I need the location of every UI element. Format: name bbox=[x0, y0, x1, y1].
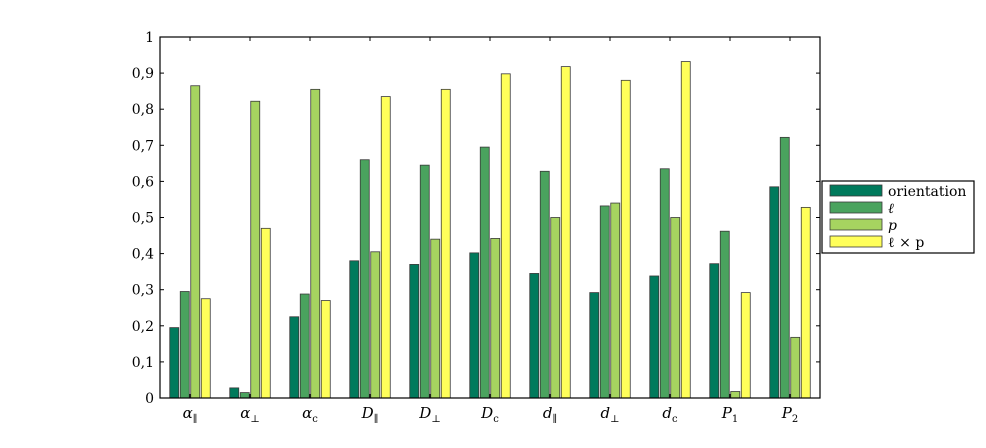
bar--10 bbox=[779, 136, 790, 399]
y-tick-label: 0,7 bbox=[132, 138, 154, 154]
bar-orientation-3 bbox=[349, 260, 360, 399]
x-ticks-group: α∥ α⊥ αc D∥ D⊥ Dc d∥ d⊥ dc P1 P2 bbox=[183, 37, 798, 425]
bar-p-5 bbox=[490, 238, 501, 399]
bar-orientation-6 bbox=[529, 273, 540, 399]
x-tick-label: Dc bbox=[480, 404, 499, 425]
bar-p-7 bbox=[610, 202, 621, 399]
bar--1 bbox=[239, 392, 250, 399]
bar-orientation-7 bbox=[589, 292, 600, 399]
bar-p-6 bbox=[560, 66, 571, 399]
y-tick-label: 0,2 bbox=[132, 319, 154, 335]
x-tick-label: P2 bbox=[781, 404, 798, 425]
bar-orientation-9 bbox=[709, 263, 720, 399]
x-tick-label: P1 bbox=[721, 404, 738, 425]
bar--6 bbox=[539, 170, 550, 399]
bar--2 bbox=[299, 293, 310, 399]
bar--5 bbox=[479, 146, 490, 399]
bar-p-2 bbox=[310, 88, 321, 399]
y-tick-label: 0,1 bbox=[132, 355, 154, 371]
bar--8 bbox=[659, 168, 670, 399]
bar-p-6 bbox=[550, 217, 561, 399]
y-tick-label: 0,3 bbox=[132, 283, 154, 299]
bar-orientation-0 bbox=[169, 327, 180, 399]
y-tick-label: 0,6 bbox=[132, 174, 154, 190]
legend-label: ℓ bbox=[888, 201, 894, 217]
bar-p-2 bbox=[320, 300, 331, 399]
legend-swatch bbox=[829, 201, 883, 214]
legend-label: orientation bbox=[888, 184, 966, 200]
bar-p-9 bbox=[740, 292, 751, 399]
legend-swatch bbox=[829, 184, 883, 197]
bar-orientation-2 bbox=[289, 316, 300, 399]
y-tick-label: 0 bbox=[145, 391, 154, 407]
x-tick-label: dc bbox=[662, 404, 678, 425]
y-tick-label: 0,9 bbox=[132, 66, 154, 82]
y-tick-label: 1 bbox=[145, 30, 154, 46]
bar--9 bbox=[719, 230, 730, 399]
y-ticks-group: 0 0,1 0,2 0,3 0,4 0,5 0,6 0,7 0,8 0,9 1 bbox=[132, 30, 820, 407]
bar--4 bbox=[419, 164, 430, 399]
y-tick-label: 0,5 bbox=[132, 211, 154, 227]
bar-p-8 bbox=[670, 217, 681, 399]
bar-orientation-8 bbox=[649, 275, 660, 399]
y-tick-label: 0,8 bbox=[132, 102, 154, 118]
bar-p-0 bbox=[190, 85, 201, 399]
x-tick-label: D∥ bbox=[361, 404, 379, 425]
bar-p-7 bbox=[620, 79, 631, 399]
x-tick-label: d∥ bbox=[543, 404, 557, 425]
bar-p-0 bbox=[200, 298, 211, 399]
x-tick-label: d⊥ bbox=[600, 404, 619, 425]
bar-orientation-5 bbox=[469, 252, 480, 399]
legend-label: p bbox=[888, 218, 897, 234]
bar-orientation-10 bbox=[769, 186, 780, 399]
bar-p-10 bbox=[790, 336, 801, 399]
bar-p-3 bbox=[370, 251, 381, 399]
bars-group bbox=[169, 61, 811, 399]
x-tick-label: αc bbox=[302, 404, 318, 425]
bar-p-3 bbox=[380, 96, 391, 399]
x-tick-label: D⊥ bbox=[418, 404, 440, 425]
x-tick-label: α∥ bbox=[183, 404, 198, 425]
bar--0 bbox=[179, 291, 190, 399]
bar-p-4 bbox=[440, 88, 451, 399]
bar-p-1 bbox=[250, 100, 261, 399]
bar-p-4 bbox=[430, 238, 441, 399]
bar-p-5 bbox=[500, 73, 511, 399]
bar-p-1 bbox=[260, 227, 271, 399]
legend-label: ℓ × p bbox=[888, 235, 924, 251]
bar--3 bbox=[359, 159, 370, 399]
bar-orientation-1 bbox=[229, 387, 240, 399]
legend-swatch bbox=[829, 235, 883, 248]
bar-p-8 bbox=[680, 61, 691, 399]
bar-p-10 bbox=[800, 206, 811, 399]
bar-orientation-4 bbox=[409, 264, 420, 399]
bar-p-9 bbox=[730, 391, 741, 399]
bar--7 bbox=[599, 205, 610, 399]
legend-swatch bbox=[829, 218, 883, 231]
y-tick-label: 0,4 bbox=[132, 247, 154, 263]
x-tick-label: α⊥ bbox=[240, 404, 260, 425]
